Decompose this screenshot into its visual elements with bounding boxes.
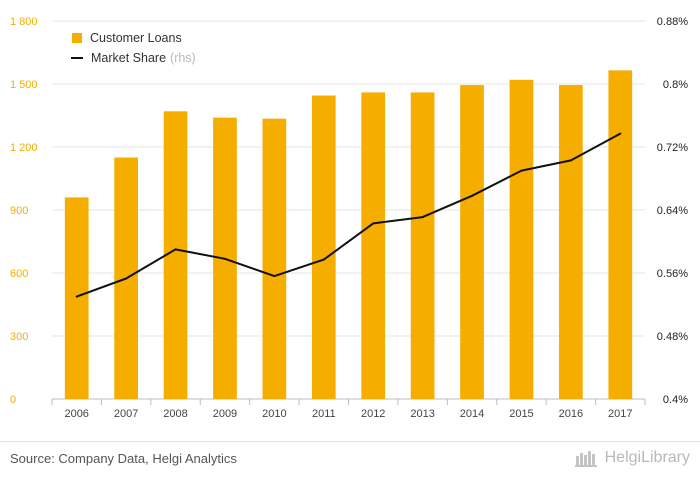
legend-item-market-share[interactable]: Market Share (rhs) xyxy=(71,48,196,68)
line-point xyxy=(520,169,523,172)
legend-item-customer-loans[interactable]: Customer Loans xyxy=(72,28,196,48)
x-tick-label: 2014 xyxy=(460,408,484,420)
left-tick-label: 300 xyxy=(10,331,28,343)
line-point xyxy=(421,216,424,219)
bar xyxy=(410,92,435,400)
bar xyxy=(361,92,386,400)
left-tick-label: 1 200 xyxy=(10,142,38,154)
right-tick-label: 0.4% xyxy=(663,394,688,406)
line-point xyxy=(223,257,226,260)
bar xyxy=(509,79,534,400)
legend: Customer Loans Market Share (rhs) xyxy=(71,28,196,68)
x-tick-label: 2013 xyxy=(410,408,434,420)
helgi-library-icon xyxy=(574,451,597,467)
right-tick-label: 0.48% xyxy=(657,331,688,343)
right-tick-label: 0.88% xyxy=(657,16,688,28)
right-tick-label: 0.64% xyxy=(657,205,688,217)
x-tick-label: 2015 xyxy=(509,408,533,420)
line-point xyxy=(273,275,276,278)
legend-label-market-share: Market Share xyxy=(91,51,167,65)
right-tick-label: 0.72% xyxy=(657,142,688,154)
legend-rhs-suffix: (rhs) xyxy=(170,51,196,65)
right-tick-label: 0.56% xyxy=(657,268,688,280)
left-tick-label: 900 xyxy=(10,205,28,217)
left-tick-label: 0 xyxy=(10,394,16,406)
legend-line-swatch xyxy=(71,57,83,59)
legend-label-customer-loans: Customer Loans xyxy=(90,31,182,45)
line-point xyxy=(619,132,622,135)
chart-area: 0 0.4% 300 0.48% 600 0.56% 900 0.64% 1 200 0.72% 1… xyxy=(10,16,688,420)
brand-name: HelgiLibrary xyxy=(604,449,690,466)
left-tick-label: 600 xyxy=(10,268,28,280)
x-tick-label: 2008 xyxy=(163,408,187,420)
bar xyxy=(64,197,89,399)
x-tick-label: 2010 xyxy=(262,408,286,420)
x-tick-label: 2016 xyxy=(559,408,583,420)
left-tick-label: 1 800 xyxy=(10,16,38,28)
market-share-line xyxy=(76,132,621,298)
line-point xyxy=(569,159,572,162)
bar xyxy=(311,95,336,400)
line-point xyxy=(125,277,128,280)
x-tick-label: 2006 xyxy=(64,408,88,420)
line-point xyxy=(322,258,325,261)
source-note: Source: Company Data, Helgi Analytics xyxy=(10,451,237,466)
right-tick-label: 0.8% xyxy=(663,79,688,91)
x-tick-label: 2012 xyxy=(361,408,385,420)
line-point xyxy=(372,222,375,225)
bar xyxy=(460,85,484,400)
x-tick-label: 2009 xyxy=(213,408,237,420)
line-point xyxy=(75,295,78,298)
footer-divider xyxy=(0,441,700,442)
bar xyxy=(559,85,583,400)
line-point xyxy=(174,248,177,251)
bar xyxy=(262,118,287,400)
x-tick-label: 2007 xyxy=(114,408,138,420)
line-point xyxy=(471,194,474,197)
x-tick-label: 2011 xyxy=(312,408,336,420)
legend-bar-swatch xyxy=(72,33,82,43)
x-tick-label: 2017 xyxy=(608,408,632,420)
bar xyxy=(608,70,633,399)
bar xyxy=(163,111,188,400)
combo-chart: 0 0.4% 300 0.48% 600 0.56% 900 0.64% 1 200 0.72% 1… xyxy=(10,16,688,420)
brand-logo[interactable]: HelgiLibrary xyxy=(574,449,690,467)
left-tick-label: 1 500 xyxy=(10,79,38,91)
